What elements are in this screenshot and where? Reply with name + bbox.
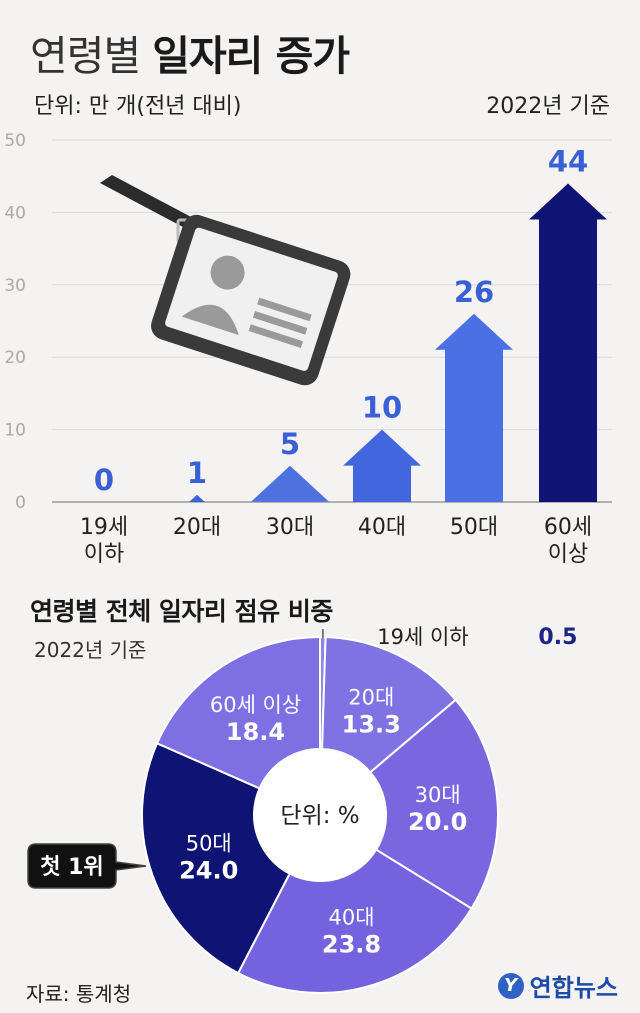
y-tick-label: 20 <box>4 348 26 368</box>
logo-icon: Y <box>497 972 524 999</box>
source-label: 자료: 통계청 <box>26 982 132 1006</box>
title-thin: 연령별 <box>30 32 141 80</box>
y-ticks: 0 10 20 30 40 50 <box>4 131 26 513</box>
pie-label: 20대 <box>348 686 394 710</box>
title-bold: 일자리 증가 <box>152 32 350 80</box>
bar-value-label: 10 <box>362 391 402 425</box>
category-label: 19세 <box>80 515 128 540</box>
logo: Y 연합뉴스 <box>497 968 618 1003</box>
bar-series <box>189 183 607 502</box>
category-label: 60세 <box>544 515 592 540</box>
pie-value-label: 24.0 <box>179 856 238 884</box>
page-title: 연령별 일자리 증가 <box>30 22 350 82</box>
pie-value-label: 18.4 <box>226 718 285 746</box>
bar-arrow <box>435 313 513 502</box>
category-label: 50대 <box>450 515 498 540</box>
pie-label: 19세 이하 <box>377 625 468 649</box>
category-label: 20대 <box>173 515 221 540</box>
basis-label: 2022년 기준 <box>486 94 610 119</box>
category-label: 40대 <box>358 515 406 540</box>
category-label: 이상 <box>548 542 588 567</box>
y-tick-label: 10 <box>4 421 26 441</box>
pie-value-label: 0.5 <box>538 625 577 650</box>
pie-label: 30대 <box>415 783 461 807</box>
highlight-badge-label: 첫 1위 <box>40 855 103 880</box>
bar-value-label: 0 <box>94 463 114 497</box>
bar-arrow <box>251 465 329 502</box>
y-tick-label: 40 <box>4 203 26 223</box>
bar-arrow <box>343 429 421 502</box>
highlight-badge-shape <box>27 843 147 889</box>
category-label: 이하 <box>84 542 124 567</box>
bar-value-label: 44 <box>548 144 588 178</box>
y-tick-label: 50 <box>4 131 26 151</box>
y-tick-label: 30 <box>4 276 26 296</box>
pie-title: 연령별 전체 일자리 점유 비중 <box>30 597 333 626</box>
bar-arrow <box>529 183 607 502</box>
pie-label: 60세 이상 <box>210 693 301 717</box>
pie-value-label: 13.3 <box>342 711 401 739</box>
pie-center-label: 단위: % <box>280 803 359 829</box>
bar-value-labels: 0 1 5 10 26 44 <box>94 144 588 497</box>
grid <box>52 139 612 503</box>
pie-value-label: 23.8 <box>322 931 381 959</box>
id-badge-icon <box>100 175 351 386</box>
pie-label: 50대 <box>186 831 232 855</box>
bar-value-label: 1 <box>187 456 207 490</box>
unit-label: 단위: 만 개(전년 대비) <box>34 94 242 119</box>
bar-arrow <box>189 494 205 502</box>
category-label: 30대 <box>266 515 314 540</box>
pie-hole <box>254 749 386 881</box>
y-tick-label: 0 <box>15 493 26 513</box>
bar-value-label: 26 <box>454 275 494 309</box>
pie-value-label: 20.0 <box>408 808 467 836</box>
bar-value-label: 5 <box>280 427 300 461</box>
highlight-badge: 첫 1위 <box>27 843 147 889</box>
pie-chart <box>141 635 499 994</box>
pie-basis-label: 2022년 기준 <box>34 638 147 662</box>
logo-text: 연합뉴스 <box>529 974 618 1002</box>
pie-label: 40대 <box>328 906 374 930</box>
